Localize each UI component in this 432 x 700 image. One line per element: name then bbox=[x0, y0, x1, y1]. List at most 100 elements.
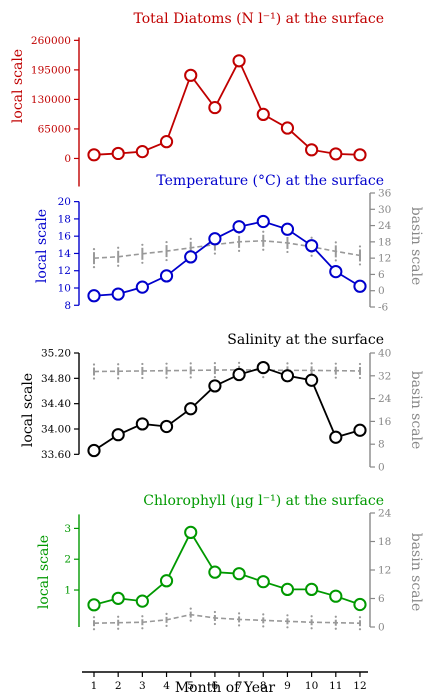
salinity-basin-dot bbox=[165, 376, 168, 379]
chlorophyll-local-point bbox=[135, 594, 149, 608]
salinity-ytick-right-label: 40 bbox=[378, 348, 391, 360]
diatoms-ytick-label: 130000 bbox=[31, 94, 71, 106]
diatoms-local-point bbox=[111, 146, 125, 161]
chlorophyll-basin-dot bbox=[92, 616, 96, 619]
temperature-basin-dot bbox=[92, 248, 96, 251]
salinity-local-point bbox=[280, 369, 295, 383]
temperature-local-point bbox=[111, 287, 125, 301]
temperature-ytick-label: 18 bbox=[58, 213, 71, 225]
salinity-basin-dot bbox=[262, 376, 265, 379]
x-axis-label: Month of Year bbox=[175, 680, 276, 696]
diatoms-local-point bbox=[305, 143, 319, 157]
salinity-ytick-right-label: 8 bbox=[378, 439, 385, 451]
chlorophyll-basin-dot bbox=[165, 612, 168, 615]
chlorophyll-basin-dot bbox=[310, 627, 313, 630]
diatoms-local-point bbox=[232, 54, 246, 68]
x-tick-label: 10 bbox=[305, 680, 318, 692]
chlorophyll-basin-dot bbox=[286, 626, 289, 629]
chlorophyll-local-point bbox=[256, 575, 270, 589]
temperature-local-point bbox=[184, 250, 198, 264]
salinity-basin-dot bbox=[334, 376, 337, 379]
diatoms-ytick-label: 0 bbox=[64, 153, 71, 165]
temperature-ytick-right-label: 30 bbox=[378, 204, 391, 216]
x-tick-label: 11 bbox=[329, 680, 342, 692]
chlorophyll-basin-dot bbox=[213, 610, 216, 614]
salinity-basin-dot bbox=[286, 362, 289, 365]
salinity-basin-dot bbox=[189, 362, 192, 365]
chlorophyll-ytick-right-label: 6 bbox=[378, 593, 385, 605]
chlorophyll-basin-dot bbox=[358, 616, 362, 619]
salinity-local-point bbox=[159, 419, 174, 434]
salinity-local-point bbox=[232, 367, 246, 382]
diatoms-local-point bbox=[280, 121, 295, 135]
diatoms-local-point bbox=[256, 107, 270, 121]
temperature-ytick-label: 20 bbox=[58, 196, 71, 208]
temperature-basin-dot bbox=[334, 259, 337, 262]
x-tick-label: 2 bbox=[115, 680, 122, 692]
x-tick-label: 6 bbox=[212, 680, 219, 692]
diatoms-local-point bbox=[135, 145, 149, 159]
chlorophyll-local-point bbox=[232, 567, 246, 581]
chlorophyll-basin-dot bbox=[189, 619, 192, 622]
chlorophyll-basin-dot bbox=[262, 613, 265, 616]
salinity-basin-dot bbox=[117, 377, 120, 380]
x-axis-ticks: 1 2 3 4 5 6 7 8 9 10 11 12 bbox=[91, 672, 367, 692]
chlorophyll-basin-dot bbox=[141, 627, 144, 630]
salinity-basin-dot bbox=[358, 376, 362, 380]
temperature-local-point bbox=[353, 279, 367, 293]
chlorophyll-local-line bbox=[93, 530, 361, 606]
diatoms-local-point bbox=[184, 68, 198, 82]
temperature-local-point bbox=[87, 289, 101, 303]
salinity-ytick-right-label: 16 bbox=[378, 416, 392, 428]
temperature-basin-dot bbox=[310, 254, 313, 257]
chlorophyll-basin-line bbox=[93, 613, 360, 624]
chlorophyll-local-point bbox=[280, 582, 295, 597]
diatoms-local-point bbox=[208, 100, 222, 115]
chlorophyll-ytick-label: 1 bbox=[64, 585, 71, 597]
salinity-basin-dot bbox=[237, 361, 241, 364]
salinity-ytick-label: 34.00 bbox=[41, 424, 71, 436]
diatoms-ytick-label: 65000 bbox=[38, 123, 71, 135]
x-tick-label: 3 bbox=[139, 680, 146, 692]
chlorophyll-ytick-label: 2 bbox=[64, 554, 71, 566]
temperature-basin-dot bbox=[310, 236, 313, 239]
temperature-basin-dot bbox=[141, 243, 144, 246]
chart-marks: 0650001300001950002600008101214161820-60… bbox=[31, 35, 392, 634]
temperature-title: Temperature (°C) at the surface bbox=[156, 173, 384, 189]
diatoms-local-point bbox=[87, 148, 101, 162]
temperature-basin-dot bbox=[286, 250, 289, 254]
chlorophyll-ytick-label: 3 bbox=[64, 523, 71, 535]
salinity-basin-dot bbox=[189, 376, 192, 379]
chlorophyll-basin-dot bbox=[286, 614, 289, 617]
chlorophyll-basin-dot bbox=[165, 624, 168, 627]
salinity-local-point bbox=[135, 417, 149, 431]
diatoms-local-point bbox=[329, 147, 343, 161]
chlorophyll-basin-dot bbox=[189, 607, 192, 610]
x-tick-label: 8 bbox=[260, 680, 267, 692]
salinity-title: Salinity at the surface bbox=[227, 332, 384, 348]
diatoms-ytick-label: 195000 bbox=[31, 64, 71, 76]
salinity-ytick-label: 34.80 bbox=[41, 373, 71, 385]
x-tick-label: 7 bbox=[236, 680, 243, 692]
temperature-basin-dot bbox=[117, 246, 120, 249]
temperature-ytick-label: 12 bbox=[58, 265, 71, 277]
chlorophyll-local-point bbox=[208, 565, 222, 579]
salinity-basin-dot bbox=[92, 377, 96, 380]
salinity-local-point bbox=[329, 430, 343, 444]
salinity-local-point bbox=[87, 443, 101, 458]
salinity-local-point bbox=[353, 423, 367, 437]
diatoms-local-point bbox=[159, 135, 174, 149]
salinity-basin-dot bbox=[165, 362, 168, 365]
temperature-ytick-right-label: 0 bbox=[378, 285, 385, 297]
x-tick-label: 9 bbox=[284, 680, 291, 692]
temperature-basin-dot bbox=[165, 240, 168, 244]
salinity-basin-dot bbox=[92, 363, 96, 366]
salinity-basin-dot bbox=[141, 362, 144, 366]
salinity-local-point bbox=[256, 360, 270, 375]
salinity-basin-dot bbox=[334, 362, 337, 365]
salinity-ytick-right-label: 24 bbox=[378, 393, 392, 405]
temperature-basin-dot bbox=[358, 245, 362, 248]
salinity-local-line bbox=[93, 366, 361, 452]
temperature-local-point bbox=[159, 269, 174, 283]
temperature-basin-dot bbox=[358, 263, 362, 266]
